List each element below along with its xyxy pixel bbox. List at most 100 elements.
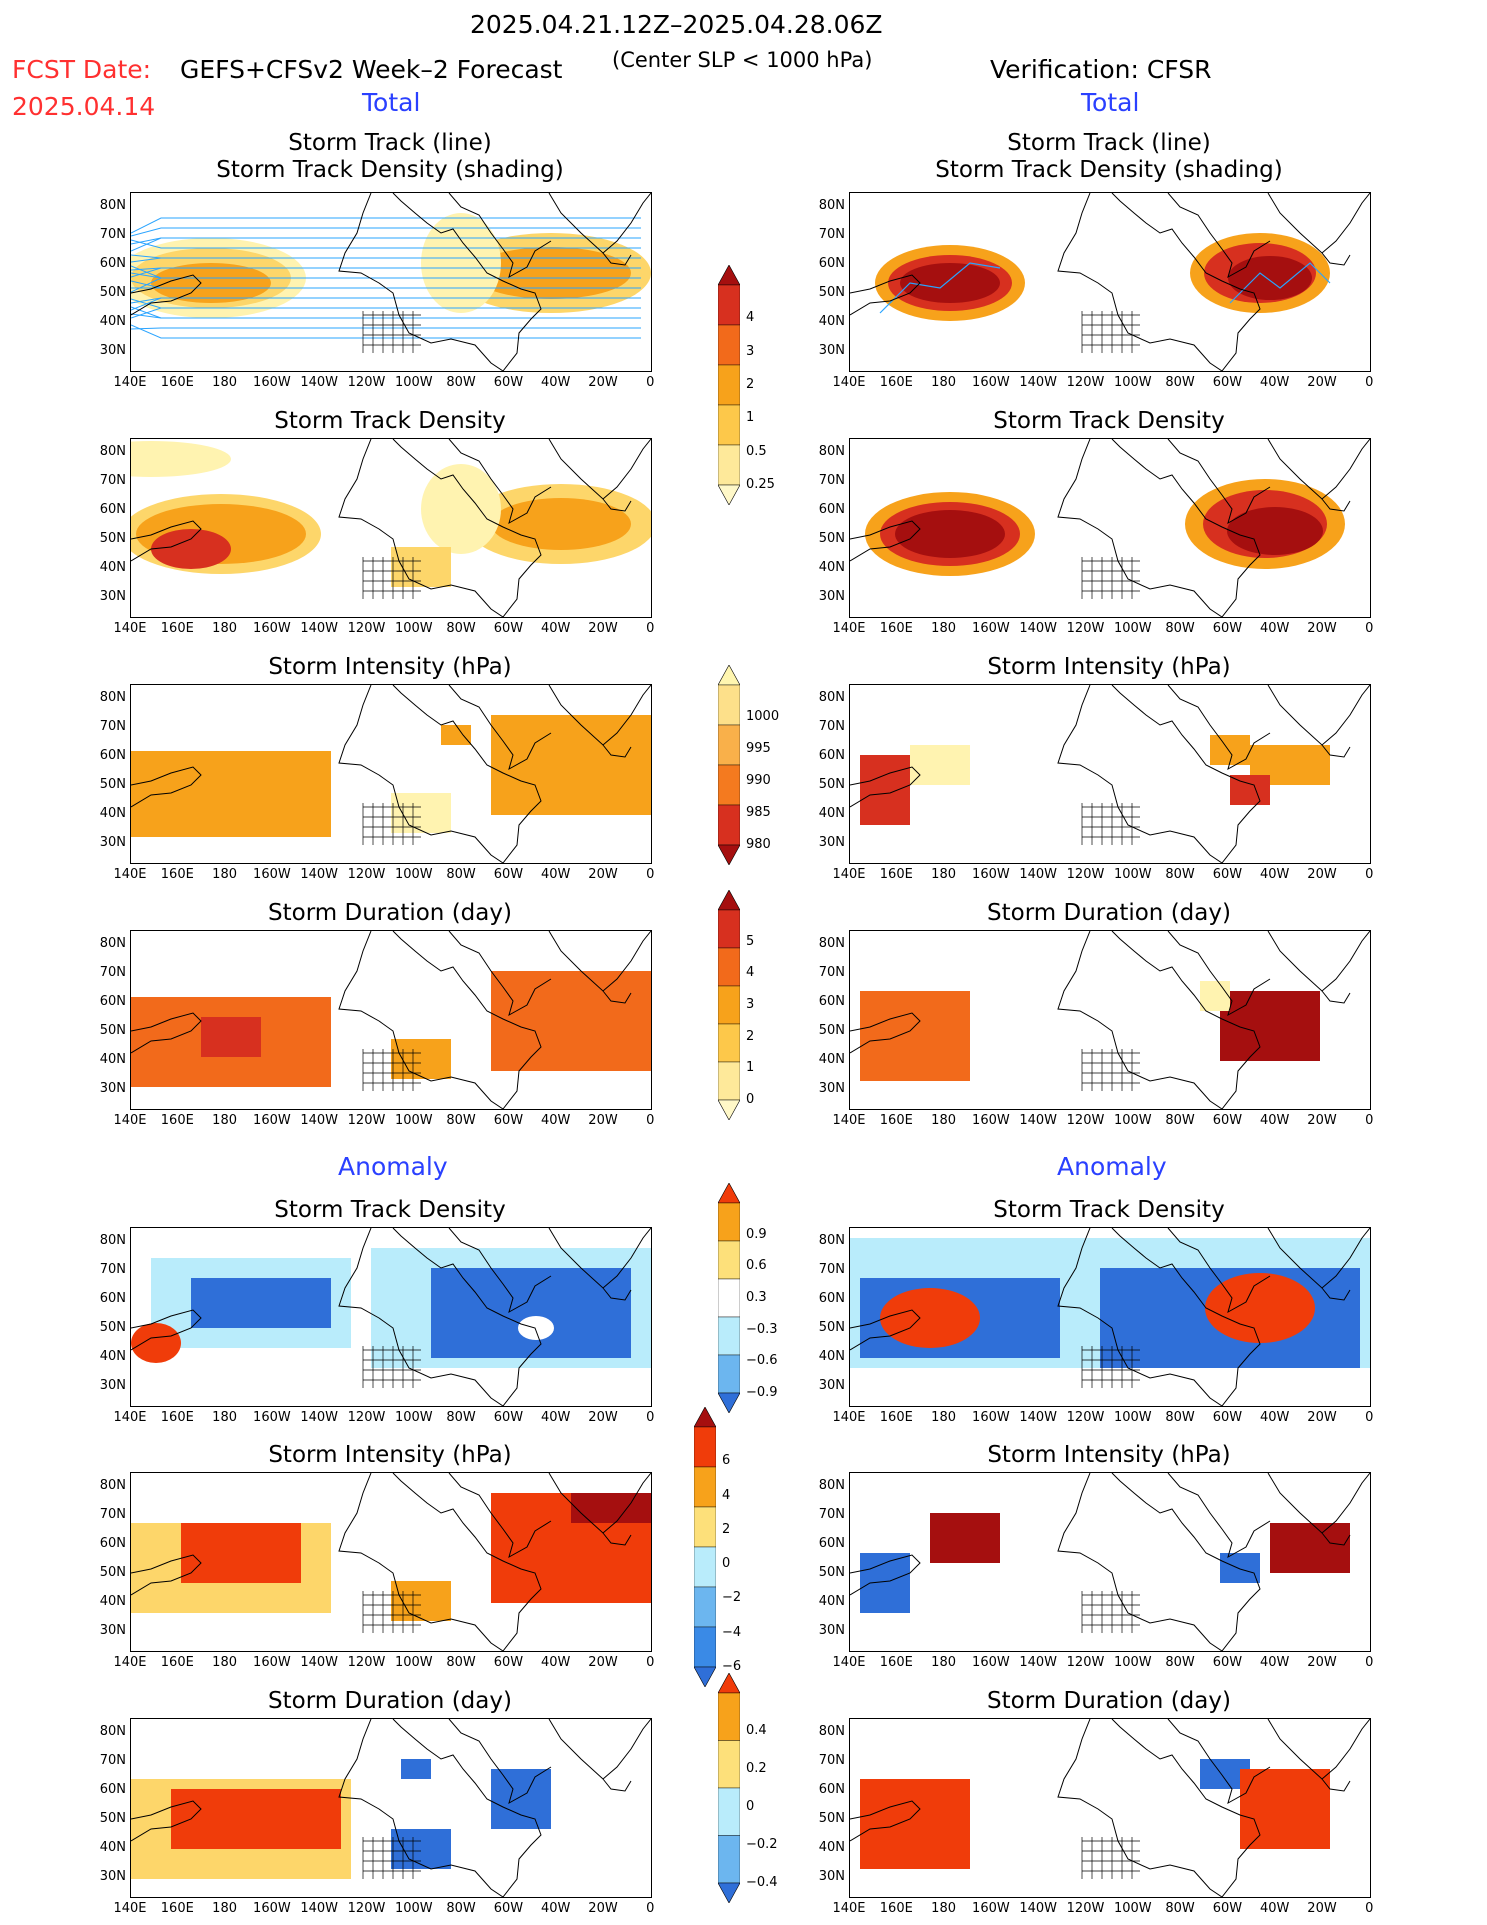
colorbar-label: 985	[746, 805, 771, 820]
intensity-block	[441, 725, 471, 745]
lon-tick-label: 40W	[1259, 1655, 1290, 1670]
lon-tick-label: 160E	[160, 1410, 194, 1425]
colorbar-density_anom	[717, 1182, 741, 1417]
lat-tick-label: 40N	[99, 1349, 126, 1364]
anomaly-block	[930, 1513, 1000, 1563]
lat-tick-label: 30N	[99, 343, 126, 358]
panel-title: Storm Intensity (hPa)	[987, 1442, 1231, 1468]
lon-tick-label: 0	[646, 867, 655, 882]
lon-tick-label: 120W	[347, 1655, 386, 1670]
lat-tick-label: 40N	[99, 314, 126, 329]
lon-tick-label: 60W	[493, 1901, 524, 1916]
lat-tick-label: 70N	[99, 1753, 126, 1768]
anomaly-block	[571, 1493, 651, 1523]
lon-tick-label: 140W	[300, 1410, 339, 1425]
lon-tick-label: 140W	[300, 375, 339, 390]
colorbar-label: 0.5	[746, 443, 767, 459]
lat-tick-label: 50N	[818, 1320, 845, 1335]
fcst-date: 2025.04.14	[12, 92, 156, 121]
lon-tick-label: 60W	[493, 1113, 524, 1128]
lon-tick-label: 100W	[1113, 1410, 1152, 1425]
lat-tick-label: 80N	[99, 936, 126, 951]
colorbar-label: 3	[746, 343, 755, 359]
lat-tick-label: 70N	[818, 965, 845, 980]
lat-tick-label: 50N	[99, 1023, 126, 1038]
lon-tick-label: 140E	[832, 1655, 866, 1670]
lat-tick-label: 80N	[818, 936, 845, 951]
lon-tick-label: 0	[646, 1410, 655, 1425]
verification-map-panel	[849, 1472, 1371, 1652]
density-blob	[151, 529, 231, 569]
lon-tick-label: 0	[1365, 621, 1374, 636]
lon-tick-label: 60W	[1212, 1655, 1243, 1670]
anomaly-block	[860, 1553, 910, 1613]
map-coastlines	[131, 1719, 651, 1897]
anomaly-block	[1270, 1523, 1350, 1573]
lon-tick-label: 0	[1365, 375, 1374, 390]
lat-tick-label: 40N	[818, 314, 845, 329]
map-coastlines	[850, 1719, 1370, 1897]
lon-tick-label: 20W	[588, 1901, 618, 1916]
lon-tick-label: 0	[646, 375, 655, 390]
lon-tick-label: 140E	[832, 867, 866, 882]
state-borders	[362, 1346, 421, 1388]
lat-tick-label: 60N	[99, 748, 126, 763]
lon-tick-label: 100W	[1113, 1113, 1152, 1128]
lat-tick-label: 80N	[818, 1233, 845, 1248]
lon-tick-label: 160W	[972, 867, 1010, 882]
lon-tick-label: 140W	[1019, 621, 1058, 636]
lon-tick-label: 0	[646, 1901, 655, 1916]
verification-map-panel	[849, 1227, 1371, 1407]
colorbar-label: 5	[746, 933, 755, 949]
colorbar-label: 4	[746, 310, 755, 326]
lon-tick-label: 140W	[1019, 1113, 1058, 1128]
density-blob	[491, 498, 631, 550]
density-blob	[151, 263, 271, 303]
fcst-label: FCST Date:	[12, 55, 152, 84]
map-coastlines	[131, 1228, 651, 1406]
lat-tick-label: 80N	[818, 198, 845, 213]
lon-tick-label: 140E	[113, 1113, 147, 1128]
lon-tick-label: 180	[212, 375, 237, 390]
lon-tick-label: 140E	[113, 1410, 147, 1425]
intensity-block	[910, 745, 970, 785]
lon-tick-label: 80W	[1165, 1655, 1195, 1670]
lat-tick-label: 30N	[99, 1623, 126, 1638]
lon-tick-label: 40W	[540, 1410, 571, 1425]
map-coastlines	[850, 931, 1370, 1109]
anomaly-block	[1220, 1553, 1260, 1583]
colorbar-intensity_anom	[693, 1406, 717, 1691]
lat-tick-label: 60N	[818, 1291, 845, 1306]
lon-tick-label: 60W	[1212, 1113, 1243, 1128]
lon-tick-label: 40W	[1259, 1901, 1290, 1916]
lat-tick-label: 60N	[818, 256, 845, 271]
lat-tick-label: 30N	[818, 1378, 845, 1393]
colorbar-label: −0.9	[746, 1385, 778, 1400]
lon-tick-label: 40W	[1259, 1410, 1290, 1425]
colorbar-label: 1000	[746, 709, 780, 724]
map-coastlines	[850, 1228, 1370, 1406]
duration-block	[491, 971, 651, 1071]
lon-tick-label: 140E	[832, 621, 866, 636]
colorbar-label: 0.25	[746, 477, 775, 492]
lat-tick-label: 50N	[818, 777, 845, 792]
lon-tick-label: 160W	[253, 375, 291, 390]
state-borders	[1081, 1591, 1140, 1633]
map-coastlines	[131, 931, 651, 1109]
lat-tick-label: 80N	[818, 1724, 845, 1739]
lat-tick-label: 40N	[99, 1052, 126, 1067]
state-borders	[362, 1591, 421, 1633]
lon-tick-label: 180	[212, 1901, 237, 1916]
lon-tick-label: 40W	[540, 375, 571, 390]
lon-tick-label: 160E	[879, 621, 913, 636]
lon-tick-label: 60W	[1212, 867, 1243, 882]
lat-tick-label: 40N	[818, 1349, 845, 1364]
colorbar-label: 995	[746, 741, 771, 756]
density-blob	[900, 263, 1000, 303]
lon-tick-label: 180	[931, 1655, 956, 1670]
lon-tick-label: 20W	[588, 1655, 618, 1670]
lon-tick-label: 180	[931, 867, 956, 882]
forecast-map-panel	[130, 1718, 652, 1898]
panel-title: Storm Track Density	[993, 408, 1225, 434]
lat-tick-label: 30N	[99, 1869, 126, 1884]
